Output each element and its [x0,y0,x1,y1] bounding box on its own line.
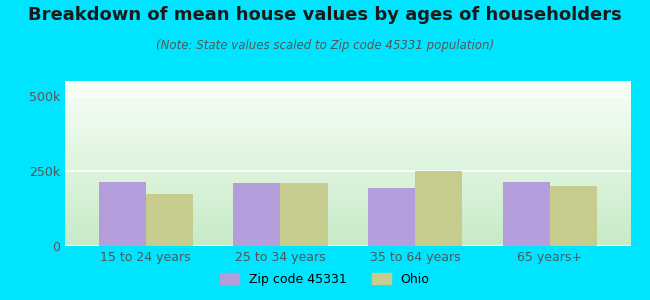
Bar [368,188,415,246]
Legend: Zip code 45331, Ohio: Zip code 45331, Ohio [215,268,435,291]
Bar [280,183,328,246]
Bar [233,183,280,246]
Bar [502,182,550,246]
Bar [550,186,597,246]
Bar [415,171,462,246]
Text: Breakdown of mean house values by ages of householders: Breakdown of mean house values by ages o… [28,6,622,24]
Bar [146,194,193,246]
Text: (Note: State values scaled to Zip code 45331 population): (Note: State values scaled to Zip code 4… [156,39,494,52]
Bar [99,182,146,246]
